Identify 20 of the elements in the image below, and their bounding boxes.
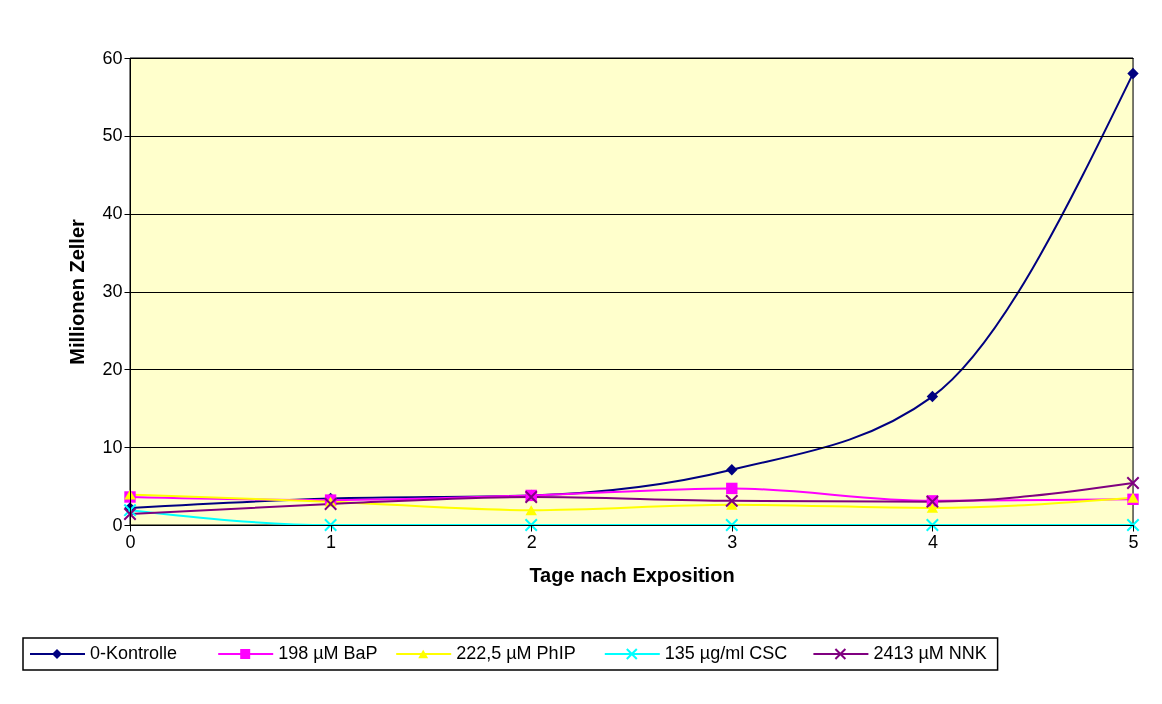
legend-label: 198 µM BaP xyxy=(278,643,378,663)
y-axis-title: Millionen Zeller xyxy=(66,219,89,365)
y-tick-label: 40 xyxy=(102,203,123,224)
y-tick-label: 0 xyxy=(112,514,123,535)
y-tick-label: 50 xyxy=(102,125,123,146)
legend-label: 0-Kontrolle xyxy=(90,643,178,663)
x-tick-label: 2 xyxy=(526,531,537,552)
legend-label: 135 µg/ml CSC xyxy=(664,643,788,663)
legend-label: 222,5 µM PhIP xyxy=(456,643,576,663)
y-tick-label: 30 xyxy=(102,281,123,301)
y-tick-label: 60 xyxy=(102,47,123,68)
x-tick-label: 4 xyxy=(927,531,938,552)
y-tick-label: 10 xyxy=(102,436,123,457)
y-tick-label: 20 xyxy=(102,358,123,379)
legend-label: 2413 µM NNK xyxy=(873,643,987,663)
x-tick-label: 3 xyxy=(727,531,738,552)
x-tick-label: 5 xyxy=(1128,531,1139,552)
x-tick-label: 1 xyxy=(326,531,337,552)
x-axis-title: Tage nach Exposition xyxy=(529,563,735,586)
x-tick-label: 0 xyxy=(125,531,136,552)
